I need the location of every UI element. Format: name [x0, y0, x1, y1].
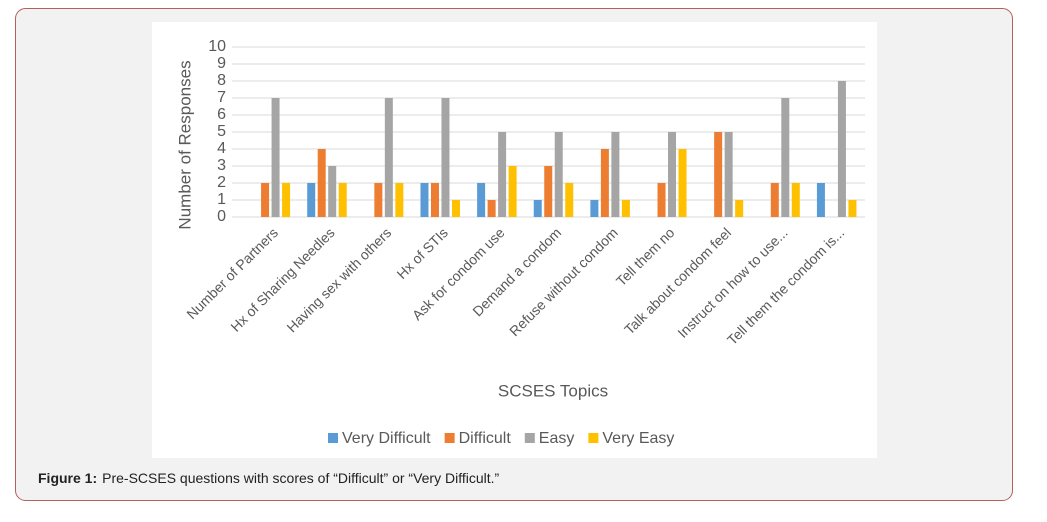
bar — [621, 200, 630, 217]
bar — [668, 132, 677, 217]
legend-swatch — [444, 433, 455, 443]
bar — [307, 183, 316, 217]
y-tick-label: 4 — [217, 140, 226, 157]
bar — [837, 81, 846, 217]
bar — [735, 200, 744, 217]
legend-label: Very Difficult — [342, 430, 431, 447]
bar — [590, 200, 599, 217]
bar — [441, 98, 450, 217]
x-axis-title: SCSES Topics — [498, 381, 608, 400]
bar — [498, 132, 507, 217]
legend-label: Difficult — [459, 430, 512, 447]
legend-swatch — [588, 433, 599, 443]
y-tick-label: 8 — [217, 72, 226, 89]
bar — [600, 149, 609, 217]
bar — [714, 132, 723, 217]
bar — [508, 166, 517, 217]
bar — [816, 183, 825, 217]
bar — [430, 183, 439, 217]
bar — [770, 183, 779, 217]
bar — [374, 183, 383, 217]
caption-label: Figure 1: — [38, 470, 97, 486]
bar — [544, 166, 553, 217]
y-tick-label: 1 — [217, 191, 226, 208]
y-tick-label: 0 — [217, 208, 226, 225]
y-tick-label: 6 — [217, 106, 226, 123]
bar — [420, 183, 429, 217]
y-tick-label: 7 — [217, 89, 226, 106]
y-tick-label: 3 — [217, 157, 226, 174]
bar — [261, 183, 270, 217]
caption: Figure 1: Pre-SCSES questions with scores… — [38, 470, 500, 486]
bar — [554, 132, 563, 217]
legend-label: Very Easy — [602, 430, 674, 447]
bar — [338, 183, 347, 217]
legend-swatch — [328, 433, 338, 443]
y-tick-label: 10 — [208, 38, 226, 55]
legend-label: Easy — [539, 430, 575, 447]
bar — [477, 183, 486, 217]
legend: Very Difficult Difficult Easy Very Easy — [328, 430, 674, 447]
bar — [678, 149, 687, 217]
y-tick-label: 2 — [217, 174, 226, 191]
bar — [657, 183, 666, 217]
bar — [487, 200, 496, 217]
bar — [781, 98, 790, 217]
bar — [317, 149, 326, 217]
bar — [565, 183, 574, 217]
legend-swatch — [524, 433, 535, 443]
y-tick-label: 5 — [217, 123, 226, 140]
bar — [611, 132, 620, 217]
bar — [533, 200, 542, 217]
y-tick-label: 9 — [217, 55, 226, 72]
bar — [328, 166, 337, 217]
caption-text: Pre-SCSES questions with scores of “Diff… — [102, 470, 499, 486]
bar — [271, 98, 280, 217]
bar — [724, 132, 733, 217]
bar — [451, 200, 460, 217]
bar — [384, 98, 393, 217]
chart-area — [152, 22, 877, 458]
bar — [395, 183, 404, 217]
bar — [282, 183, 291, 217]
bar — [848, 200, 857, 217]
y-axis-title: Number of Responses — [175, 60, 194, 229]
bar — [791, 183, 800, 217]
